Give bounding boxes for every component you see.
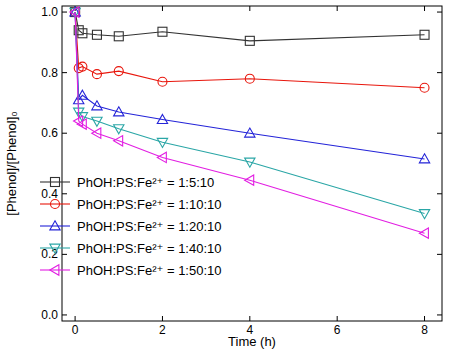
- marker: [157, 114, 167, 123]
- marker: [419, 228, 428, 238]
- y-tick: [62, 193, 67, 194]
- plot-frame: [62, 6, 442, 321]
- legend-label: PhOH:PS:Fe²⁺ = 1:40:10: [77, 241, 222, 256]
- marker: [245, 36, 254, 45]
- y-tick: [437, 72, 442, 73]
- marker: [78, 62, 87, 71]
- legend: PhOH:PS:Fe²⁺ = 1:5:10 PhOH:PS:Fe²⁺ = 1:10…: [40, 175, 222, 278]
- y-tick: [437, 254, 442, 255]
- legend-line: [40, 203, 70, 204]
- marker: [419, 154, 429, 163]
- x-tick: [337, 316, 338, 321]
- marker: [114, 136, 123, 146]
- series-line: [75, 12, 424, 233]
- x-tick-label: 0: [72, 323, 79, 337]
- legend-label: PhOH:PS:Fe²⁺ = 1:10:10: [77, 197, 222, 212]
- marker: [71, 8, 80, 17]
- x-axis-label: Time (h): [228, 334, 276, 349]
- marker: [158, 77, 167, 86]
- marker: [245, 74, 254, 83]
- y-tick-label: 0.6: [41, 126, 58, 140]
- marker: [114, 125, 124, 134]
- series-line: [75, 12, 424, 159]
- legend-marker: [50, 265, 59, 275]
- y-axis-label: [Phenol]/[Phenol]₀: [4, 111, 19, 215]
- x-tick-label: 8: [421, 323, 428, 337]
- x-tick: [249, 6, 250, 11]
- marker: [92, 30, 101, 39]
- x-tick: [337, 6, 338, 11]
- legend-marker: [50, 221, 60, 230]
- marker: [92, 128, 101, 138]
- legend-line: [40, 247, 70, 248]
- y-tick: [62, 254, 67, 255]
- marker: [245, 158, 255, 167]
- y-tick-label: 0.0: [41, 308, 58, 322]
- y-tick: [437, 133, 442, 134]
- y-tick-label: 0.8: [41, 66, 58, 80]
- y-tick-label: 0.2: [41, 247, 58, 261]
- legend-line: [40, 269, 70, 270]
- legend-line: [40, 225, 70, 226]
- series-line: [75, 12, 424, 213]
- marker: [157, 152, 166, 162]
- legend-marker: [51, 178, 60, 187]
- legend-marker: [50, 244, 60, 253]
- x-tick: [162, 6, 163, 11]
- marker: [245, 175, 254, 185]
- marker: [77, 90, 87, 99]
- marker: [419, 210, 429, 219]
- marker: [70, 7, 79, 17]
- y-tick: [62, 133, 67, 134]
- marker: [420, 30, 429, 39]
- marker: [158, 27, 167, 36]
- x-tick: [162, 316, 163, 321]
- legend-label: PhOH:PS:Fe²⁺ = 1:20:10: [77, 219, 222, 234]
- marker: [78, 29, 87, 38]
- x-tick: [75, 316, 76, 321]
- plot-area: [70, 7, 430, 238]
- x-tick-label: 6: [334, 323, 341, 337]
- marker: [114, 32, 123, 41]
- marker: [92, 117, 102, 126]
- marker: [420, 83, 429, 92]
- x-tick: [249, 316, 250, 321]
- marker: [114, 67, 123, 76]
- marker: [92, 101, 102, 110]
- legend-label: PhOH:PS:Fe²⁺ = 1:50:10: [77, 263, 222, 278]
- legend-label: PhOH:PS:Fe²⁺ = 1:5:10: [77, 175, 214, 190]
- y-tick: [62, 72, 67, 73]
- y-tick: [62, 314, 67, 315]
- legend-marker: [51, 200, 60, 209]
- x-tick-label: 2: [159, 323, 166, 337]
- series-line: [75, 12, 424, 88]
- y-tick: [437, 12, 442, 13]
- chart: 024680.00.20.40.60.81.0Time (h)[Phenol]/…: [0, 0, 450, 349]
- marker: [77, 119, 86, 129]
- y-tick-label: 0.4: [41, 187, 58, 201]
- marker: [157, 138, 167, 147]
- marker: [114, 107, 124, 116]
- y-tick: [437, 193, 442, 194]
- y-tick: [437, 314, 442, 315]
- marker: [92, 70, 101, 79]
- y-tick-label: 1.0: [41, 5, 58, 19]
- marker: [71, 8, 80, 17]
- x-tick: [424, 316, 425, 321]
- marker: [245, 128, 255, 137]
- x-tick: [424, 6, 425, 11]
- y-tick: [62, 12, 67, 13]
- legend-line: [40, 181, 70, 182]
